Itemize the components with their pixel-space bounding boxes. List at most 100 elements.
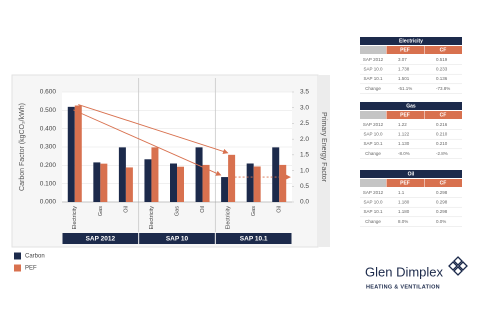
table-header: CF	[440, 48, 447, 54]
bar	[118, 147, 126, 202]
table-cell: 0.210	[436, 141, 448, 146]
table-header-cell	[424, 46, 462, 54]
table-cell: 8.0%	[398, 219, 408, 224]
table-cell: 1.501	[398, 76, 410, 81]
table-cell: -2.8%	[436, 151, 448, 156]
table-row-label: SAP 10.0	[364, 67, 383, 72]
table-title-bar	[360, 37, 462, 45]
y2-tick-label: 2.0	[300, 136, 309, 143]
bar	[125, 167, 133, 202]
y-tick-label: 0.600	[40, 89, 57, 96]
bar	[272, 147, 280, 202]
bar	[74, 105, 82, 202]
y-tick-label: 0.000	[40, 199, 57, 206]
y2-tick-label: 0.5	[300, 183, 309, 190]
group-band	[215, 233, 292, 244]
y-tick-label: 0.200	[40, 162, 57, 169]
table-cell: 0.298	[436, 190, 448, 195]
logo-name: Glen Dimplex	[365, 264, 444, 279]
table-header-cell	[386, 179, 424, 187]
table-row-label: SAP 10.0	[364, 200, 383, 205]
table-cell: 1.1	[398, 190, 405, 195]
logo: Glen Dimplex HEATING & VENTILATION	[365, 256, 468, 290]
annotation-arrow	[78, 104, 229, 155]
bar	[228, 154, 236, 202]
annotation-arrow	[73, 109, 222, 176]
legend-swatch	[14, 252, 21, 260]
x-tick-label: Gas	[174, 206, 180, 216]
table-title-bar	[360, 102, 462, 110]
y2-tick-label: 1.0	[300, 167, 309, 174]
table-cell: 0.298	[436, 200, 448, 205]
x-tick-label: Oil	[277, 206, 283, 213]
table-header: PEF	[400, 48, 410, 54]
bar	[67, 106, 75, 202]
group-label: SAP 10.1	[240, 236, 268, 243]
table-title: Gas	[406, 104, 416, 110]
x-tick-label: Oil	[200, 206, 206, 213]
table-header: CF	[440, 181, 447, 187]
table-row-label: Change	[365, 219, 381, 224]
table-cell: 0.210	[436, 132, 448, 137]
bar	[151, 147, 159, 202]
table-title: Oil	[408, 172, 415, 178]
y-tick-label: 0.400	[40, 125, 57, 132]
table-title-bar	[360, 170, 462, 178]
y-tick-label: 0.300	[40, 144, 57, 151]
bar	[177, 166, 184, 202]
y2-tick-label: 3.0	[300, 104, 309, 111]
table-row-label: SAP 10.0	[364, 132, 383, 137]
table-cell: -73.8%	[436, 86, 450, 91]
x-tick-label: Oil	[123, 206, 129, 213]
table-title: Electricity	[399, 39, 423, 45]
table-header-cell	[386, 111, 424, 119]
group-label: SAP 2012	[86, 236, 116, 243]
table-cell: 1.738	[398, 67, 410, 72]
x-tick-label: Electricity	[226, 206, 232, 230]
bar	[221, 177, 229, 202]
bar	[144, 159, 152, 202]
table-header-cell	[424, 179, 462, 187]
x-tick-label: Gas	[98, 206, 104, 216]
bar	[170, 163, 177, 202]
table-cell: 1.122	[398, 132, 410, 137]
table-header-blank	[360, 46, 386, 54]
table-cell: -51.1%	[398, 86, 412, 91]
legend-label: Carbon	[25, 254, 45, 260]
table-header: PEF	[400, 181, 410, 187]
bar	[93, 162, 101, 202]
table-cell: 1.180	[398, 209, 410, 214]
y2-tick-label: 1.5	[300, 152, 309, 159]
bar	[279, 164, 287, 202]
bar	[202, 164, 210, 202]
y-axis-label: Carbon Factor (kgCO₂/kWh)	[19, 103, 26, 191]
bar	[100, 163, 108, 202]
table-row-label: SAP 2012	[363, 57, 384, 62]
bar	[246, 163, 254, 202]
x-tick-label: Electricity	[72, 206, 78, 230]
table-row-label: SAP 2012	[363, 190, 384, 195]
table-row-label: Change	[365, 86, 381, 91]
x-tick-label: Electricity	[149, 206, 155, 230]
group-band	[62, 233, 139, 244]
group-label: SAP 10	[166, 236, 189, 243]
table-cell: -8.0%	[398, 151, 410, 156]
table-header-cell	[424, 111, 462, 119]
x-tick-label: Gas	[251, 206, 257, 216]
table-cell: 1.130	[398, 141, 410, 146]
table-cell: 3.07	[398, 57, 407, 62]
table-cell: 0.233	[436, 67, 448, 72]
legend-label: PEF	[25, 266, 37, 272]
table-header-blank	[360, 111, 386, 119]
table-cell: 1.22	[398, 122, 407, 127]
y2-tick-label: 2.5	[300, 120, 309, 127]
table-row-label: SAP 10.1	[364, 141, 383, 146]
y2-axis-label: Primary Energy Factor	[320, 112, 327, 183]
bar	[253, 166, 261, 202]
table-row-label: SAP 10.1	[364, 209, 383, 214]
logo-tagline: HEATING & VENTILATION	[366, 284, 440, 290]
y2-label-strip	[318, 75, 330, 247]
table-header: CF	[440, 113, 447, 119]
table-cell: 1.180	[398, 200, 410, 205]
